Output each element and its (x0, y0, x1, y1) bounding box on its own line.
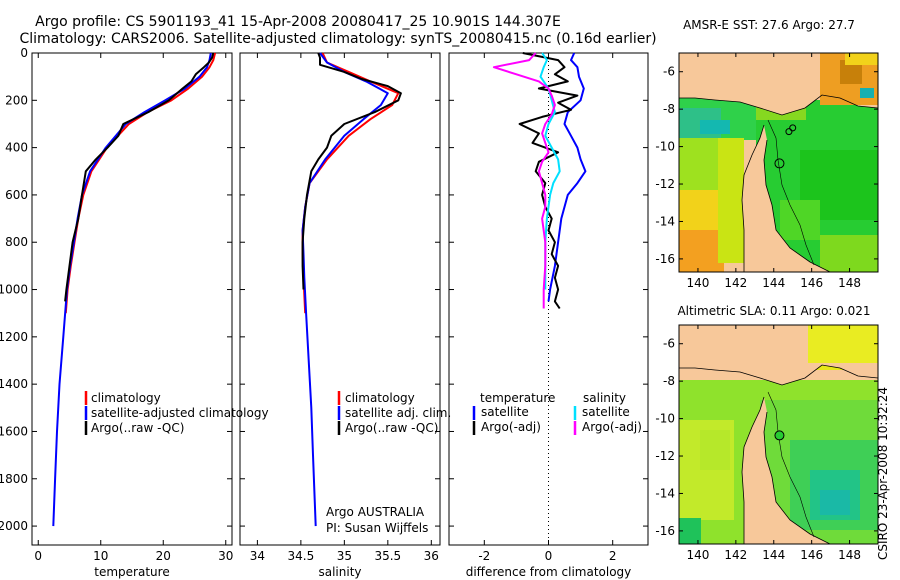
sst-map-isobath (767, 119, 815, 266)
series-line-salinity-argo-adj- (492, 52, 556, 309)
sst-field-north (820, 53, 878, 105)
y-tick-label: 200 (5, 93, 28, 107)
legend-label-climatology: climatology (91, 391, 161, 405)
y-tick-label: 1800 (0, 472, 28, 486)
map-y-tick-label: -8 (663, 374, 675, 388)
y-tick-label: 1400 (0, 377, 28, 391)
map-y-tick-label: -8 (663, 102, 675, 116)
x-axis-label: difference from climatology (466, 565, 632, 579)
x-tick-label: 30 (218, 549, 233, 563)
sst-map-title: AMSR-E SST: 27.6 Argo: 27.7 (683, 18, 855, 32)
map-x-tick-label: 142 (724, 548, 747, 562)
series-line-temperature-argo-adj- (518, 52, 579, 310)
x-tick-label: 0 (34, 549, 42, 563)
float-position-marker (774, 430, 785, 441)
legend-label-temp-argo: Argo(-adj) (481, 420, 541, 434)
sla-map-frame (678, 324, 879, 545)
series-line-salinity-satellite (539, 52, 561, 290)
series-line-temperature-satellite (547, 52, 587, 302)
sst-map-coastline (679, 94, 878, 272)
y-tick-label: 1200 (0, 330, 28, 344)
figure-title-line2: Climatology: CARS2006. Satellite-adjuste… (19, 31, 656, 47)
map-y-tick-label: -10 (655, 412, 675, 426)
map-y-tick-label: -14 (655, 486, 675, 500)
y-tick-label: 2000 (0, 519, 28, 533)
salinity-panel: 34 34.5 35 35.5 36 salinity (239, 52, 441, 579)
difference-legend: temperature salinity satellite Argo(-adj… (472, 391, 642, 435)
x-tick-label: 2 (609, 549, 617, 563)
legend-title-salinity: salinity (583, 391, 626, 405)
map-x-tick-label: 148 (838, 548, 861, 562)
map-y-tick-label: -12 (655, 177, 675, 191)
y-tick-label: 1000 (0, 283, 28, 297)
sla-map-title: Altimetric SLA: 0.11 Argo: 0.021 (677, 304, 870, 318)
x-tick-label: -2 (478, 549, 490, 563)
legend-title-temperature: temperature (480, 391, 555, 405)
map-y-tick-label: -16 (655, 252, 675, 266)
x-axis-label: salinity (318, 565, 361, 579)
legend-label-satellite: satellite adj. clim. (345, 406, 451, 420)
series-line-argo-raw-qc- (301, 52, 402, 290)
timestamp-stamp: CSIRO 23-Apr-2008 10:32:24 (876, 386, 890, 560)
map-y-tick-label: -6 (663, 337, 675, 351)
temperature-panel: 0 10 20 30 0 200 400 600 800 1000 1200 1400 1600 1800… (0, 46, 233, 579)
legend-label-argo: Argo(..raw -QC) (345, 421, 438, 435)
legend-label-sal-argo: Argo(-adj) (582, 420, 642, 434)
float-previous-position (785, 128, 793, 136)
map-x-tick-label: 144 (762, 276, 785, 290)
sst-map-frame (678, 52, 879, 273)
map-y-tick-label: -12 (655, 449, 675, 463)
salinity-legend: climatology satellite adj. clim. Argo(..… (326, 391, 451, 535)
legend-label-satellite: satellite-adjusted climatology (91, 406, 269, 420)
x-tick-label: 36 (424, 549, 439, 563)
y-tick-label: 600 (5, 188, 28, 202)
x-tick-label: 0 (545, 549, 553, 563)
map-y-tick-label: -6 (663, 65, 675, 79)
legend-label-climatology: climatology (345, 391, 415, 405)
map-x-tick-label: 144 (762, 548, 785, 562)
annotation-pi: PI: Susan Wijffels (326, 521, 428, 535)
map-y-tick-label: -16 (655, 524, 675, 538)
sst-field-shelf (679, 95, 774, 272)
temperature-legend: climatology satellite-adjusted climatolo… (84, 391, 269, 435)
map-x-tick-label: 146 (800, 276, 823, 290)
x-tick-label: 34.5 (288, 549, 315, 563)
y-tick-label: 1600 (0, 424, 28, 438)
y-tick-label: 0 (20, 46, 28, 60)
map-x-tick-label: 148 (838, 276, 861, 290)
annotation-argo-australia: Argo AUSTRALIA (326, 505, 425, 519)
map-x-tick-label: 140 (686, 548, 709, 562)
series-line-argo-raw-qc- (64, 52, 215, 302)
x-tick-label: 34 (250, 549, 265, 563)
y-tick-label: 400 (5, 141, 28, 155)
figure-title-line1: Argo profile: CS 5901193_41 15-Apr-2008 … (35, 14, 561, 30)
sla-map-coastline (679, 364, 878, 544)
sst-map: 140 142 144 146 148 -6 -8 -10 -12 -14 -16 (655, 52, 879, 290)
sla-map: 140 142 144 146 148 -6 -8 -10 -12 -14 -16 (655, 324, 879, 562)
series-line-climatology (64, 52, 217, 314)
map-x-tick-label: 140 (686, 276, 709, 290)
map-y-tick-label: -10 (655, 140, 675, 154)
float-previous-position (789, 124, 797, 132)
x-tick-label: 10 (93, 549, 108, 563)
x-tick-label: 35.5 (374, 549, 401, 563)
plot-frame (239, 52, 441, 546)
legend-label-sal-satellite: satellite (582, 405, 630, 419)
plot-frame (31, 52, 233, 546)
sla-field-north-strip (808, 325, 878, 363)
legend-label-temp-satellite: satellite (481, 405, 529, 419)
map-x-tick-label: 146 (800, 548, 823, 562)
float-position-marker (774, 158, 785, 169)
y-tick-label: 800 (5, 235, 28, 249)
x-axis-label: temperature (94, 565, 169, 579)
sla-map-isobath (767, 391, 815, 538)
map-y-tick-label: -14 (655, 214, 675, 228)
x-tick-label: 35 (337, 549, 352, 563)
x-tick-label: 20 (156, 549, 171, 563)
map-x-tick-label: 142 (724, 276, 747, 290)
difference-panel: -2 0 2 difference from climatology (448, 52, 649, 579)
legend-label-argo: Argo(..raw -QC) (91, 421, 184, 435)
series-line-satellite-adjusted-climatology (52, 52, 212, 527)
